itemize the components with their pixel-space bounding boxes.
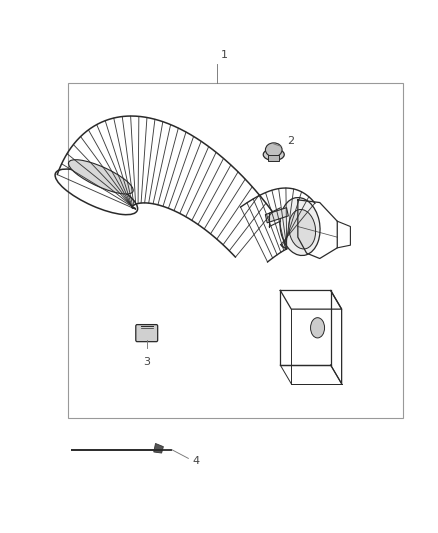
Text: 3: 3 — [143, 357, 150, 367]
Bar — [268, 155, 279, 161]
Bar — [265, 208, 288, 223]
Ellipse shape — [280, 198, 320, 255]
Ellipse shape — [68, 160, 133, 194]
Bar — [68, 83, 403, 418]
Text: 2: 2 — [287, 136, 294, 146]
Ellipse shape — [311, 318, 325, 338]
Text: 4: 4 — [193, 456, 200, 466]
Ellipse shape — [263, 149, 284, 160]
Ellipse shape — [265, 143, 282, 157]
Ellipse shape — [289, 209, 316, 249]
Polygon shape — [154, 443, 163, 453]
Text: 1: 1 — [221, 50, 228, 60]
FancyBboxPatch shape — [136, 325, 158, 342]
